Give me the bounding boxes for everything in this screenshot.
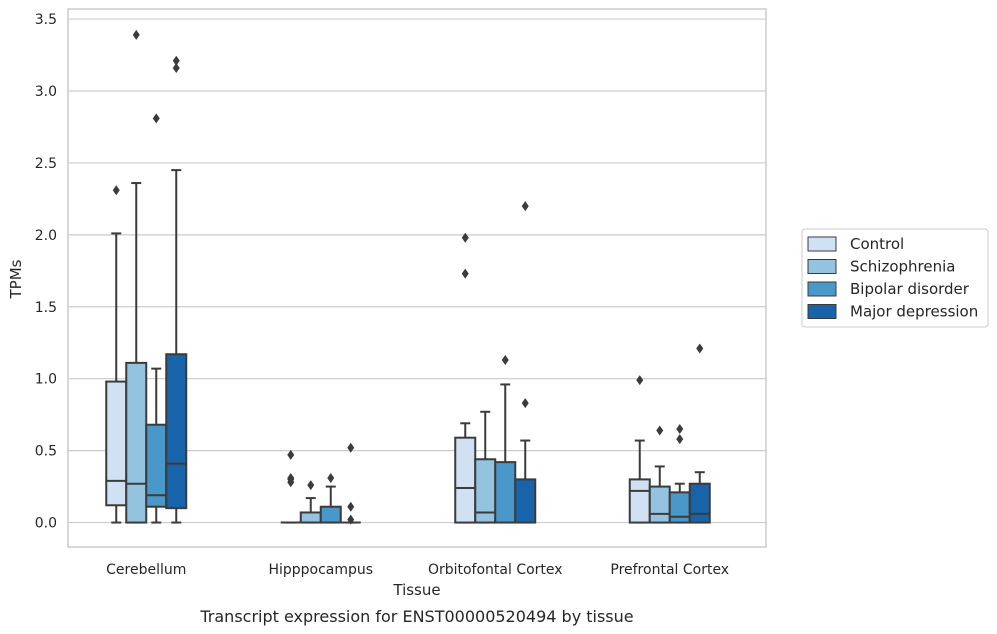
x-tick-label: Cerebellum xyxy=(106,562,186,578)
outlier-point xyxy=(461,232,469,243)
outlier-point xyxy=(347,442,355,453)
box-0-0 xyxy=(105,185,128,524)
outlier-point xyxy=(347,501,355,512)
outlier-point xyxy=(152,113,160,124)
outlier-point xyxy=(287,449,295,460)
outlier-point xyxy=(461,268,469,279)
outlier-point xyxy=(696,343,704,354)
y-tick-label: 3.5 xyxy=(35,12,57,28)
legend-label: Major depression xyxy=(850,303,978,321)
outlier-point xyxy=(307,480,315,491)
outlier-point xyxy=(112,185,120,196)
y-tick-label: 1.5 xyxy=(35,300,57,316)
legend-swatch xyxy=(807,259,837,274)
x-axis-tick-labels: Cerebellum Hipppocampus Orbitofontal Corte… xyxy=(106,562,729,578)
legend-swatch xyxy=(807,281,837,297)
outlier-point xyxy=(172,55,180,66)
outlier-point xyxy=(676,424,684,435)
legend-swatch xyxy=(807,304,837,319)
box-0-1 xyxy=(125,29,148,524)
y-tick-label: 2.0 xyxy=(35,228,57,244)
plot-area-frame xyxy=(67,8,767,548)
box-2-2 xyxy=(494,354,517,524)
figure-caption: Transcript expression for ENST0000052049… xyxy=(199,607,633,626)
y-axis-label: TPMs xyxy=(7,259,25,299)
x-tick-label: Orbitofontal Cortex xyxy=(428,562,563,578)
box-iqr xyxy=(299,511,322,524)
y-tick-label: 0.0 xyxy=(35,516,57,532)
box-2-0 xyxy=(454,232,477,524)
y-tick-label: 2.5 xyxy=(35,156,57,172)
y-tick-label: 3.0 xyxy=(35,84,57,100)
legend-items: Control Schizophrenia Bipolar disorder Majo… xyxy=(807,235,978,321)
legend-label: Schizophrenia xyxy=(850,258,955,276)
box-0-3 xyxy=(165,55,188,524)
box-iqr xyxy=(494,461,517,524)
box-iqr xyxy=(648,485,671,524)
outlier-point xyxy=(172,62,180,73)
box-1-2 xyxy=(319,472,342,524)
y-tick-label: 1.0 xyxy=(35,372,57,388)
y-tick-label: 0.5 xyxy=(35,444,57,460)
box-3-0 xyxy=(628,375,651,524)
box-1-0 xyxy=(280,449,301,524)
legend-swatch xyxy=(807,236,837,252)
legend-label: Bipolar disorder xyxy=(850,280,970,298)
box-iqr xyxy=(454,436,477,524)
outlier-point xyxy=(327,472,335,483)
box-iqr xyxy=(688,482,711,524)
x-tick-label: Prefrontal Cortex xyxy=(610,562,729,578)
legend-label: Control xyxy=(850,235,904,253)
y-axis-tick-labels: 0.0 0.5 1.0 1.5 2.0 2.5 3.0 3.5 xyxy=(35,12,57,531)
box-iqr xyxy=(628,478,651,524)
outlier-point xyxy=(521,398,529,409)
box-iqr xyxy=(125,361,148,524)
box-iqr xyxy=(105,380,128,507)
outlier-point xyxy=(287,472,295,483)
outlier-point xyxy=(656,425,664,436)
outlier-point xyxy=(676,434,684,445)
x-tick-label: Hipppocampus xyxy=(268,562,373,578)
x-axis-label: Tissue xyxy=(392,581,440,599)
box-2-1 xyxy=(474,410,497,524)
outlier-point xyxy=(521,201,529,212)
outlier-point xyxy=(501,354,509,365)
outlier-point xyxy=(636,375,644,386)
box-3-3 xyxy=(688,343,711,524)
box-3-1 xyxy=(648,425,671,524)
box-0-2 xyxy=(145,113,168,524)
legend: Control Schizophrenia Bipolar disorder Majo… xyxy=(801,228,989,328)
box-2-3 xyxy=(514,201,537,524)
outlier-point xyxy=(132,29,140,40)
box-1-3 xyxy=(340,442,361,525)
box-iqr xyxy=(514,478,537,524)
outlier-point xyxy=(347,514,355,525)
box-iqr xyxy=(319,505,342,524)
box-iqr xyxy=(668,491,691,524)
box-iqr xyxy=(165,353,188,510)
legend-frame xyxy=(801,228,989,328)
box-groups xyxy=(105,29,711,525)
